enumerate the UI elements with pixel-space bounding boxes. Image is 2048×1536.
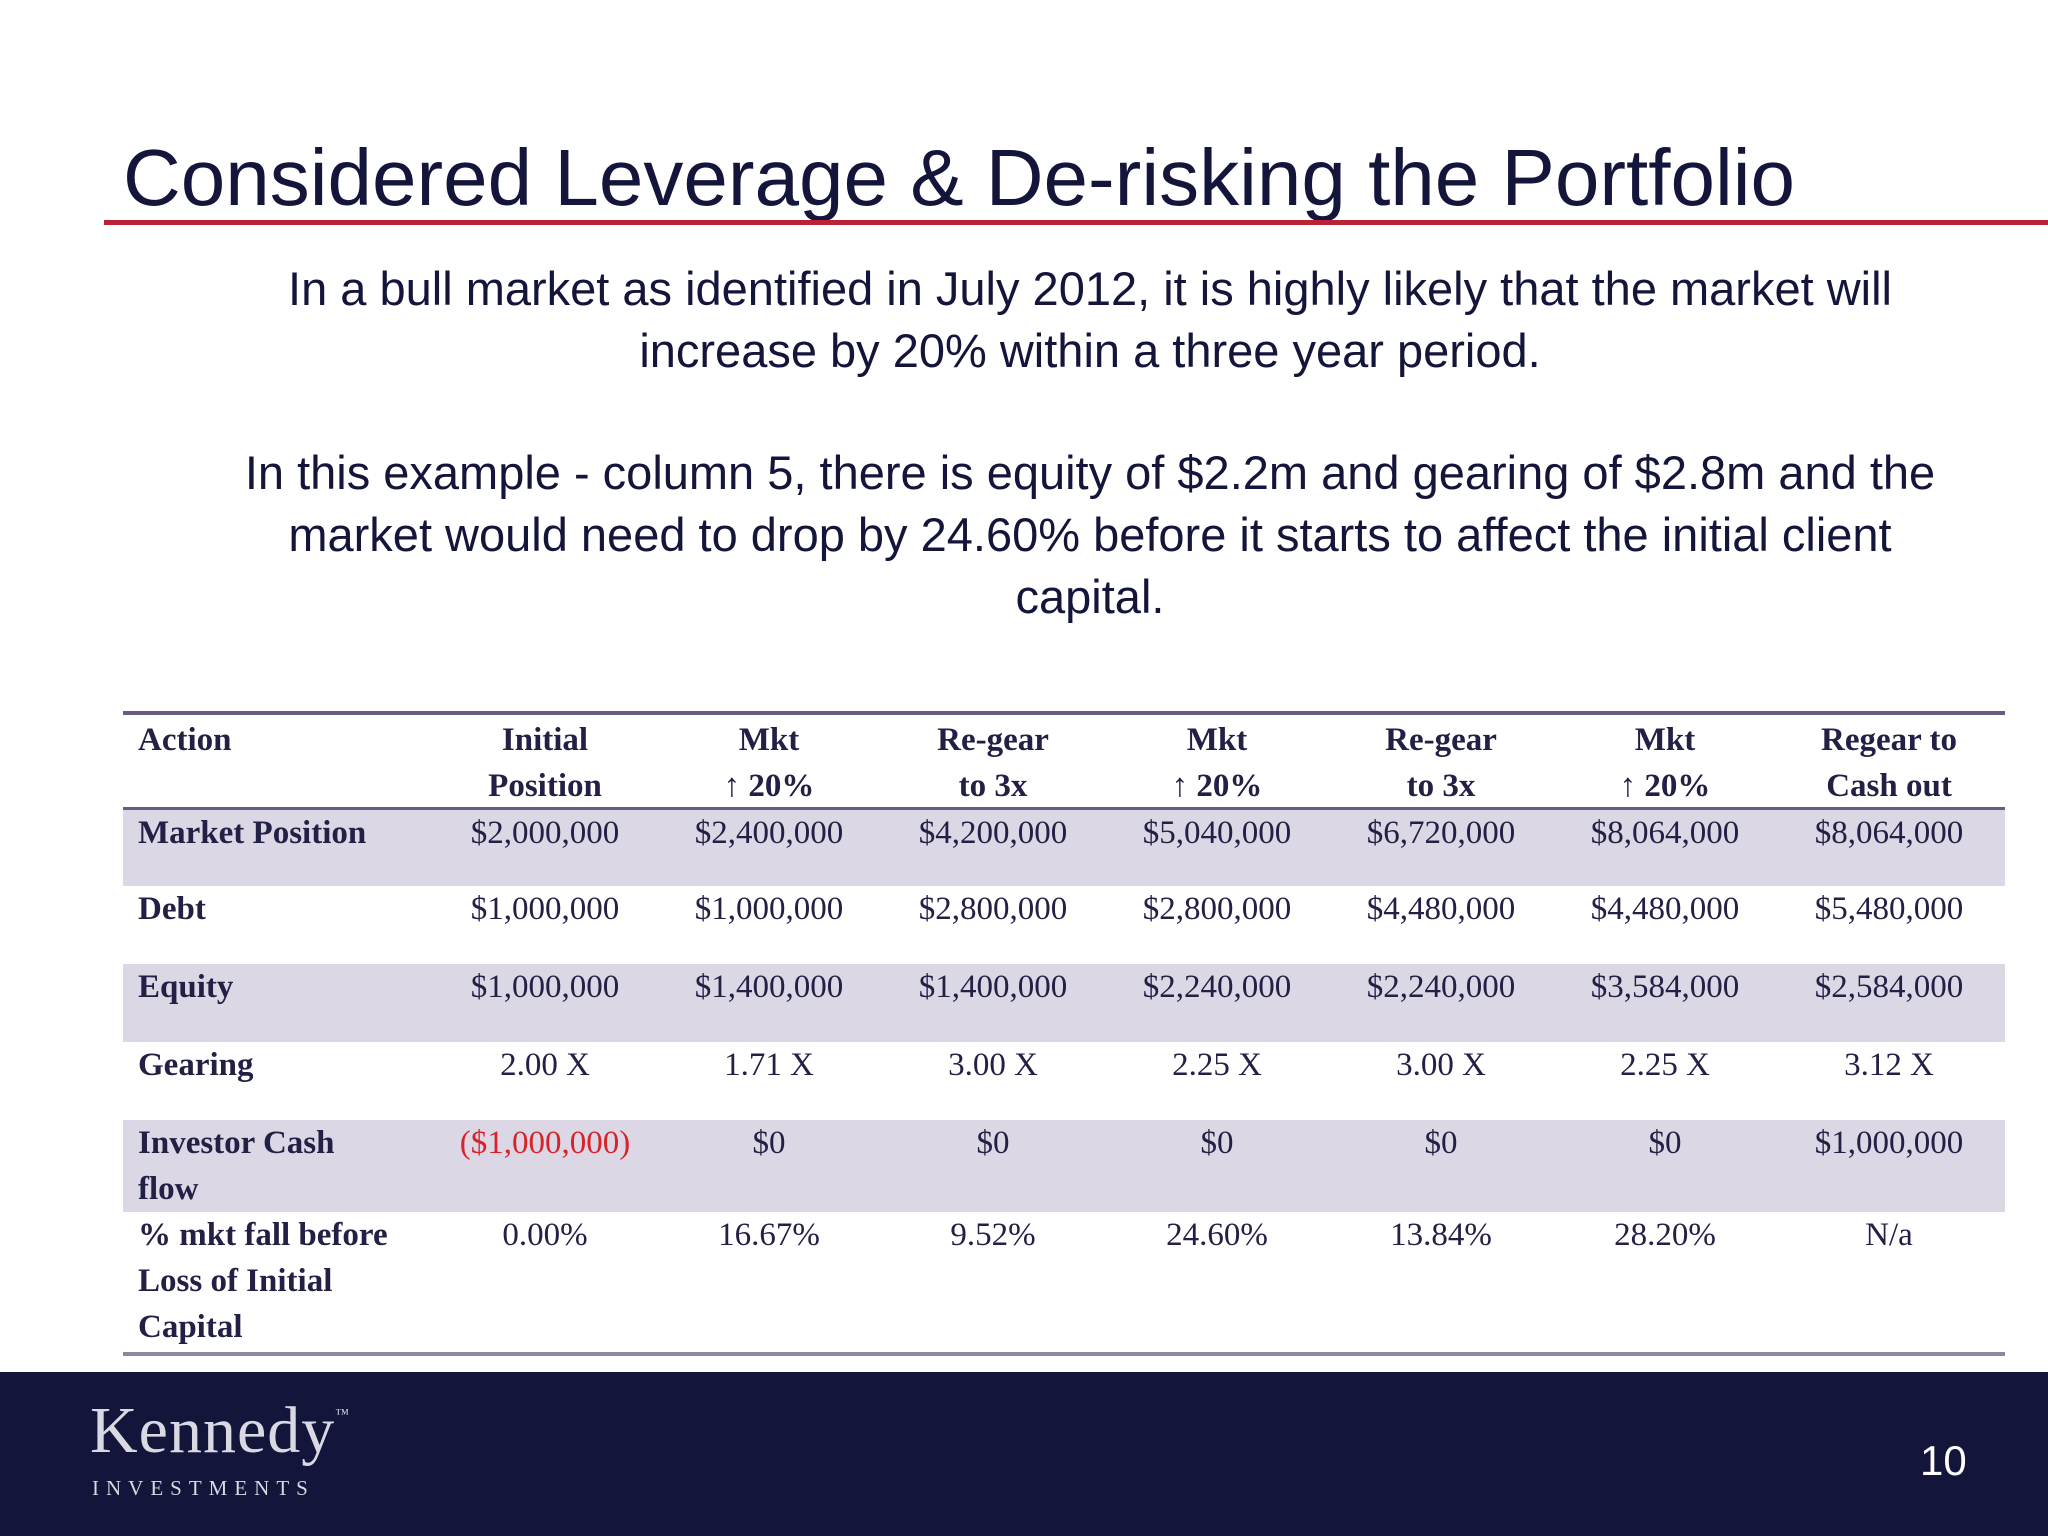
example-line-1: In this example - column 5, there is equ…	[244, 446, 1936, 499]
table-cell: 2.25 X	[1172, 1047, 1262, 1083]
header-col-3-line1: Re-gear	[937, 722, 1049, 758]
table-cell: 3.12 X	[1844, 1047, 1934, 1083]
table-cell: $4,480,000	[1366, 891, 1516, 927]
intro-line-1: In a bull market as identified in July 2…	[288, 262, 1892, 315]
table-cell: 13.84%	[1390, 1217, 1492, 1253]
table-cell: $2,000,000	[470, 815, 620, 851]
table-cell: $5,040,000	[1142, 815, 1292, 851]
row-label: Market Position	[138, 815, 367, 851]
table-cell: $0	[1648, 1125, 1682, 1161]
header-col-5: Re-gear to 3x	[1329, 715, 1553, 807]
table-cell: $2,400,000	[694, 815, 844, 851]
header-col-5-line1: Re-gear	[1385, 722, 1497, 758]
title-underline	[104, 220, 2048, 225]
table-cell: $4,480,000	[1590, 891, 1740, 927]
table-cell: $2,800,000	[918, 891, 1068, 927]
table-cell: $1,400,000	[694, 969, 844, 1005]
header-col-2-line1: Mkt	[738, 722, 800, 758]
header-col-7: Regear to Cash out	[1777, 715, 2001, 807]
header-col-6-line2: ↑ 20%	[1619, 768, 1711, 804]
table-cell: $6,720,000	[1366, 815, 1516, 851]
header-col-7-line1: Regear to	[1821, 722, 1957, 758]
header-col-5-line2: to 3x	[1406, 768, 1476, 804]
row-label-line1: Investor Cash	[138, 1125, 335, 1161]
header-col-6-line1: Mkt	[1634, 722, 1696, 758]
table-cell: $1,000,000	[694, 891, 844, 927]
table-cell: 28.20%	[1614, 1217, 1716, 1253]
header-col-1-line1: Initial	[501, 722, 589, 758]
intro-paragraph: In a bull market as identified in July 2…	[130, 258, 2048, 382]
header-col-3: Re-gear to 3x	[881, 715, 1105, 807]
table-cell: 2.00 X	[500, 1047, 590, 1083]
table-cell: 3.00 X	[948, 1047, 1038, 1083]
header-divider	[123, 807, 2005, 810]
example-paragraph: In this example - column 5, there is equ…	[130, 442, 2048, 628]
table-cell: $1,000,000	[1814, 1125, 1964, 1161]
table-cell-negative: ($1,000,000)	[459, 1125, 631, 1161]
intro-line-2: increase by 20% within a three year peri…	[639, 324, 1541, 377]
table-cell: $2,240,000	[1142, 969, 1292, 1005]
header-col-4-line2: ↑ 20%	[1171, 768, 1263, 804]
table-row-debt: Debt $1,000,000 $1,000,000 $2,800,000 $2…	[123, 886, 2005, 964]
header-col-1-line2: Position	[488, 768, 602, 804]
table-cell: $0	[976, 1125, 1010, 1161]
table-cell: $1,000,000	[470, 891, 620, 927]
row-label-line1: % mkt fall before	[138, 1217, 388, 1253]
table-cell: $2,800,000	[1142, 891, 1292, 927]
row-label: Debt	[138, 891, 206, 927]
row-label: % mkt fall before Loss of Initial Capita…	[123, 1212, 433, 1352]
header-action: Action	[138, 722, 232, 758]
table-cell: 9.52%	[950, 1217, 1036, 1253]
table-cell: $2,584,000	[1814, 969, 1964, 1005]
table-cell: 2.25 X	[1620, 1047, 1710, 1083]
table-cell: $1,000,000	[470, 969, 620, 1005]
header-col-1: Initial Position	[433, 715, 657, 807]
table-cell: $3,584,000	[1590, 969, 1740, 1005]
header-col-6: Mkt ↑ 20%	[1553, 715, 1777, 807]
logo-subtitle: INVESTMENTS	[92, 1476, 315, 1500]
footer-bar	[0, 1372, 2048, 1536]
row-label-line2: Loss of Initial	[138, 1263, 333, 1299]
table-row-gearing: Gearing 2.00 X 1.71 X 3.00 X 2.25 X 3.00…	[123, 1042, 2005, 1120]
header-col-3-line2: to 3x	[958, 768, 1028, 804]
table-row-investor-cash-flow: Investor Cash flow ($1,000,000) $0 $0 $0…	[123, 1120, 2005, 1212]
header-col-4-line1: Mkt	[1186, 722, 1248, 758]
table-cell: 0.00%	[502, 1217, 588, 1253]
row-label: Investor Cash flow	[123, 1120, 433, 1212]
table-cell: 3.00 X	[1396, 1047, 1486, 1083]
table-cell: $8,064,000	[1814, 815, 1964, 851]
table-cell: 24.60%	[1166, 1217, 1268, 1253]
table-row-market-fall: % mkt fall before Loss of Initial Capita…	[123, 1212, 2005, 1352]
table-cell: $2,240,000	[1366, 969, 1516, 1005]
row-label-line2: flow	[138, 1171, 199, 1207]
row-label-line3: Capital	[138, 1309, 243, 1345]
kennedy-logo: Kennedy™	[90, 1398, 350, 1464]
logo-name-text: Kennedy	[90, 1394, 336, 1467]
example-line-3: capital.	[1015, 570, 1165, 623]
logo-trademark: ™	[335, 1407, 350, 1422]
table-row-equity: Equity $1,000,000 $1,400,000 $1,400,000 …	[123, 964, 2005, 1042]
table-cell: 1.71 X	[724, 1047, 814, 1083]
table-cell: $5,480,000	[1814, 891, 1964, 927]
leverage-table: Action Initial Position Mkt ↑ 20% Re-gea…	[123, 711, 2005, 1356]
table-cell: $8,064,000	[1590, 815, 1740, 851]
header-col-2-line2: ↑ 20%	[723, 768, 815, 804]
header-col-4: Mkt ↑ 20%	[1105, 715, 1329, 807]
table-cell: $0	[1424, 1125, 1458, 1161]
table-cell: $1,400,000	[918, 969, 1068, 1005]
row-label: Equity	[138, 969, 234, 1005]
slide-title: Considered Leverage & De-risking the Por…	[123, 133, 1795, 222]
page-number: 10	[1920, 1437, 1967, 1484]
header-col-7-line2: Cash out	[1826, 768, 1952, 804]
table-row-market-position: Market Position $2,000,000 $2,400,000 $4…	[123, 810, 2005, 886]
table-cell: $4,200,000	[918, 815, 1068, 851]
header-col-2: Mkt ↑ 20%	[657, 715, 881, 807]
table-header-row: Action Initial Position Mkt ↑ 20% Re-gea…	[123, 715, 2005, 807]
example-line-2: market would need to drop by 24.60% befo…	[288, 508, 1892, 561]
table-cell: $0	[1200, 1125, 1234, 1161]
table-cell: 16.67%	[718, 1217, 820, 1253]
row-label: Gearing	[138, 1047, 254, 1083]
table-cell: $0	[752, 1125, 786, 1161]
table-cell: N/a	[1865, 1217, 1913, 1253]
